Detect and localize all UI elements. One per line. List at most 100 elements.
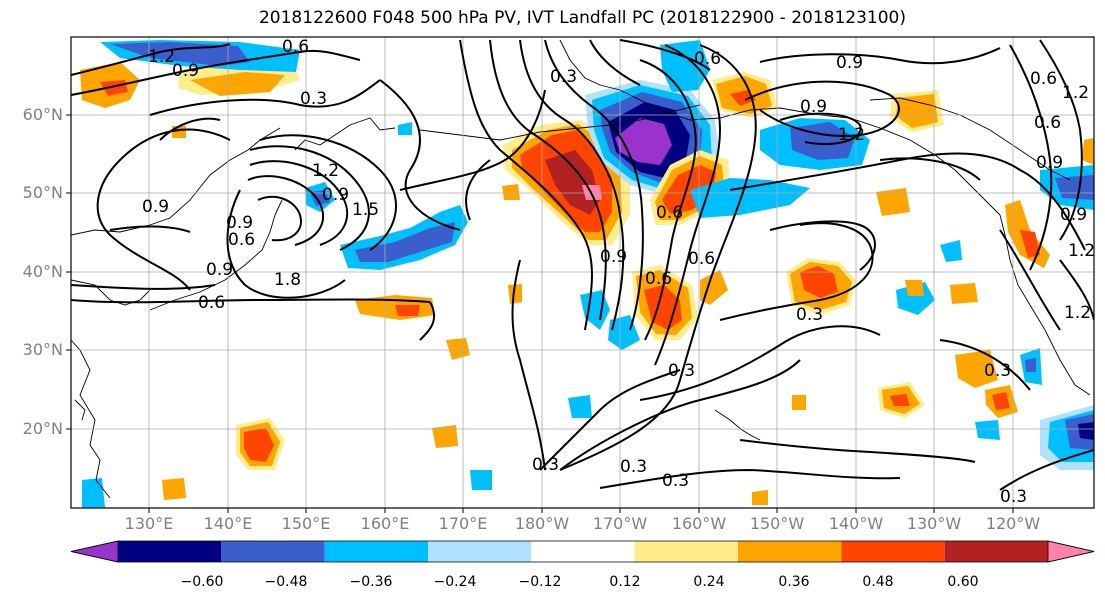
contour-label: 0.3 xyxy=(550,67,577,87)
contour xyxy=(511,259,546,471)
lat-label-40n: 40°N xyxy=(22,262,63,281)
shade-pink xyxy=(582,185,602,200)
contour xyxy=(654,44,722,366)
shade-orange18 xyxy=(955,350,998,388)
shade-orange2 xyxy=(190,72,285,96)
contour-label: 1.2 xyxy=(312,161,339,181)
colorbar-tick-label: −0.12 xyxy=(518,574,562,590)
shade-royal6 xyxy=(1055,175,1094,200)
colorbar-outline xyxy=(70,540,1095,563)
contour-label: 0.3 xyxy=(662,471,689,491)
shade-red2 xyxy=(395,305,420,316)
contour xyxy=(247,175,324,246)
shade-orange3 xyxy=(355,295,435,320)
lon-label-170e: 170°E xyxy=(438,514,488,533)
colorbar-segment xyxy=(634,541,738,562)
lon-label-130e: 130°E xyxy=(124,514,174,533)
colorbar-segment xyxy=(324,541,428,562)
contour xyxy=(419,301,436,341)
contour-label: 1.2 xyxy=(148,47,175,67)
contour-label: 1.5 xyxy=(352,200,379,220)
colorbar-tick-label: 0.48 xyxy=(862,574,894,590)
colorbar-tick-label: −0.60 xyxy=(180,574,224,590)
contour-label: 0.6 xyxy=(282,37,309,57)
contour xyxy=(999,449,1094,491)
contour xyxy=(939,339,1031,391)
lon-label-170w: 170°W xyxy=(592,514,648,533)
contour-label: 0.6 xyxy=(656,203,683,223)
contour xyxy=(589,39,641,86)
contour-label: 0.9 xyxy=(600,247,627,267)
shade-blue6 xyxy=(580,290,610,330)
shade-red7 xyxy=(1020,230,1040,258)
contour xyxy=(744,80,900,137)
contour-label: 0.9 xyxy=(1060,205,1087,225)
lat-label-30n: 30°N xyxy=(22,340,63,359)
coast-kamchatka xyxy=(294,117,396,151)
colorbar-extend-min xyxy=(70,540,119,563)
contour xyxy=(739,439,976,463)
contour xyxy=(379,79,461,231)
shade-royal7 xyxy=(1025,358,1036,372)
shade-blue12 xyxy=(896,282,935,315)
contour-label: 0.9 xyxy=(1036,153,1063,173)
contour xyxy=(1039,39,1083,241)
colorbar-extend-max xyxy=(1047,540,1095,563)
contour xyxy=(71,298,431,304)
contour-label: 0.6 xyxy=(645,269,672,289)
lon-label-130w: 130°W xyxy=(906,514,962,533)
contour-label: 0.9 xyxy=(172,61,199,81)
shade-orange11 xyxy=(896,94,938,128)
coast-bc xyxy=(999,214,1091,396)
shade-blue17 xyxy=(470,470,492,490)
contour-label: 0.6 xyxy=(694,49,721,69)
shade-blue16 xyxy=(568,395,592,418)
contour-label: 0.9 xyxy=(836,53,863,73)
shade-orange14 xyxy=(1082,138,1094,165)
shade-orange26 xyxy=(792,395,806,410)
colorbar-segment xyxy=(221,541,325,562)
contour xyxy=(559,359,801,471)
contour xyxy=(599,468,901,489)
contour xyxy=(96,128,231,291)
coast-hawaii xyxy=(714,409,761,441)
contour xyxy=(539,369,681,471)
contour xyxy=(259,134,397,251)
contour-label: 1.2 xyxy=(1068,241,1095,261)
contour xyxy=(159,117,221,141)
contour xyxy=(249,160,349,246)
contour xyxy=(559,44,757,471)
contour xyxy=(399,89,546,191)
contour xyxy=(465,159,491,221)
contour xyxy=(71,49,361,96)
contour xyxy=(719,222,874,321)
colorbar-segment xyxy=(738,541,842,562)
lon-label-160e: 160°E xyxy=(360,514,410,533)
contour-labels: 1.2 0.9 0.6 0.3 0.9 0.6 0.9 0.6 0.9 0.3 … xyxy=(142,37,1095,507)
colorbar-segment xyxy=(841,541,945,562)
shade-orange9 xyxy=(700,270,728,305)
lon-label-180w: 180°W xyxy=(514,514,570,533)
shade-blue18 xyxy=(82,478,105,508)
colorbar-tick-label: −0.36 xyxy=(349,574,393,590)
contour-label: 0.3 xyxy=(532,455,559,475)
shade-orange12 xyxy=(876,188,910,216)
contour-label: 0.3 xyxy=(984,361,1011,381)
contour xyxy=(489,39,607,321)
contour-label: 0.6 xyxy=(688,249,715,269)
contour-label: 0.9 xyxy=(322,185,349,205)
contour xyxy=(779,112,862,146)
contour xyxy=(639,59,697,341)
lon-label-140w: 140°W xyxy=(828,514,884,533)
colorbar-segment xyxy=(944,541,1048,562)
contour xyxy=(71,43,231,76)
shade-orange17 xyxy=(950,283,978,304)
contour-label: 0.6 xyxy=(228,230,255,250)
pv-contours xyxy=(71,39,1094,491)
contour xyxy=(1009,44,1053,271)
contour-label: 0.6 xyxy=(1034,113,1061,133)
contour xyxy=(226,189,346,299)
map-title: 2018122600 F048 500 hPa PV, IVT Landfall… xyxy=(258,8,906,28)
shade-orange5 xyxy=(508,284,522,304)
